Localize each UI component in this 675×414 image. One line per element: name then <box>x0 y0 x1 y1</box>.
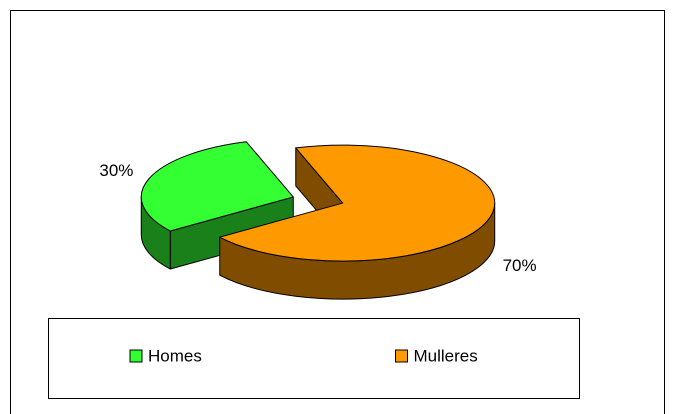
legend-swatch <box>395 349 408 363</box>
legend-swatch <box>129 349 143 363</box>
legend-label: Homes <box>148 346 202 365</box>
legend-box <box>48 318 580 399</box>
data-label: 30% <box>99 161 133 180</box>
legend-label: Mulleres <box>414 346 478 365</box>
slice <box>140 141 294 232</box>
data-label: 70% <box>503 256 537 275</box>
slice <box>219 144 496 262</box>
